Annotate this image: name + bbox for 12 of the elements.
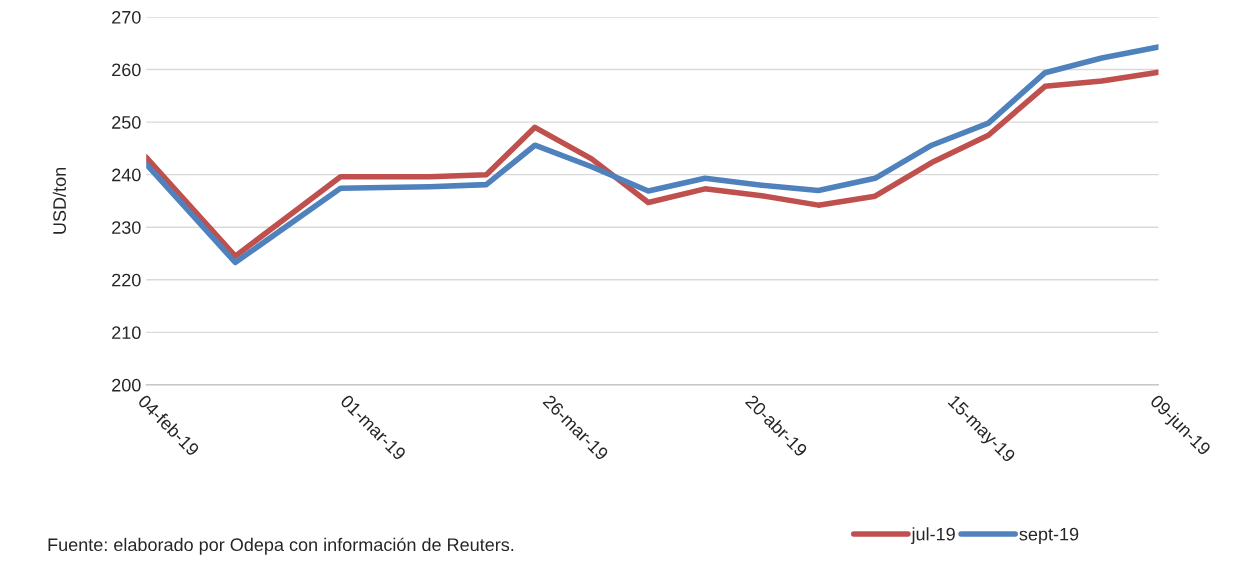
source-note: Fuente: elaborado por Odepa con información de Reuters. <box>48 537 514 555</box>
y-tick-label: 210 <box>112 326 141 340</box>
legend-label: sept-19 <box>1019 527 1079 545</box>
y-tick-label: 260 <box>112 63 141 77</box>
y-tick-label: 230 <box>112 221 141 234</box>
y-tick-label: 240 <box>112 168 141 182</box>
legend-label: jul-19 <box>911 527 955 545</box>
y-tick-label: 270 <box>112 10 141 24</box>
y-tick-label: 220 <box>112 273 141 287</box>
y-tick-label: 250 <box>112 116 141 129</box>
y-tick-label: 200 <box>112 378 141 392</box>
y-axis-title: USD/ton <box>52 167 66 234</box>
